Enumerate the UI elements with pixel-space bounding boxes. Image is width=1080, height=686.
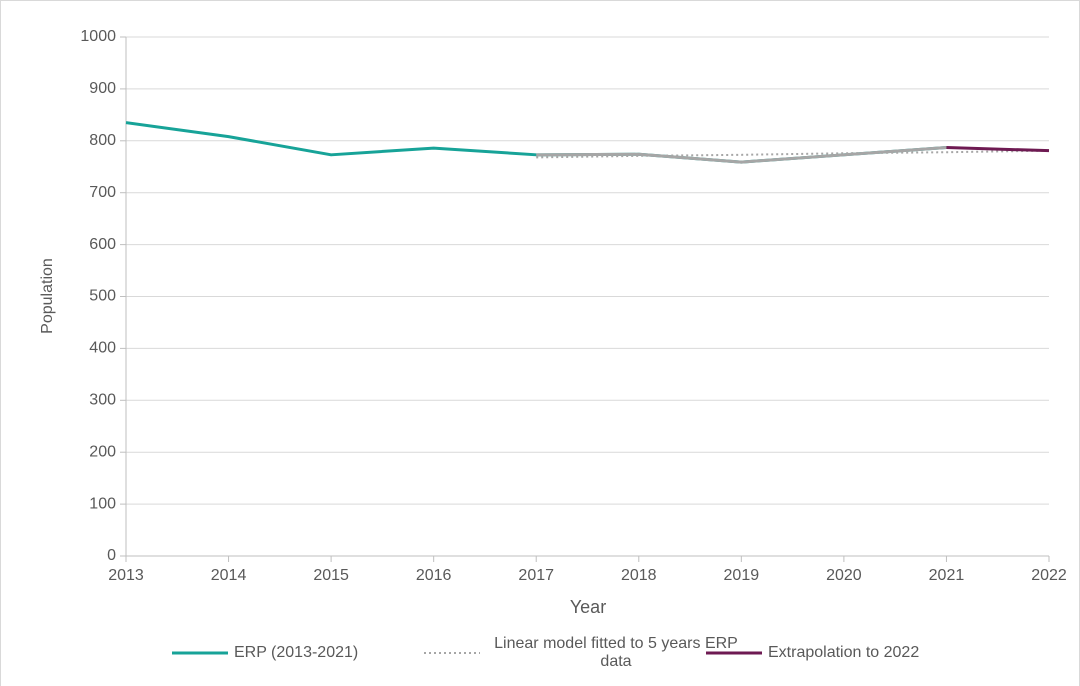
- y-tick-label: 400: [89, 340, 116, 357]
- x-tick-label: 2020: [826, 567, 862, 584]
- y-tick-label: 800: [89, 132, 116, 149]
- x-tick-label: 2016: [416, 567, 452, 584]
- y-tick-label: 600: [89, 236, 116, 253]
- y-axis-label: Population: [39, 258, 56, 334]
- x-tick-label: 2021: [929, 567, 965, 584]
- x-tick-label: 2014: [211, 567, 247, 584]
- legend-label: Extrapolation to 2022: [768, 644, 920, 661]
- y-tick-label: 1000: [80, 28, 116, 45]
- series-line: [536, 149, 1050, 159]
- y-tick-label: 0: [107, 547, 116, 564]
- x-tick-label: 2017: [518, 567, 554, 584]
- y-tick-label: 200: [89, 443, 116, 460]
- y-tick-label: 900: [89, 80, 116, 97]
- x-tick-label: 2015: [313, 567, 349, 584]
- x-tick-label: 2018: [621, 567, 657, 584]
- x-tick-label: 2019: [724, 567, 760, 584]
- legend-label: ERP (2013-2021): [234, 644, 359, 661]
- x-tick-label: 2022: [1031, 567, 1067, 584]
- y-tick-label: 100: [89, 495, 116, 512]
- y-tick-label: 500: [89, 288, 116, 305]
- legend-label: Linear model fitted to 5 years ERP data: [494, 635, 738, 670]
- x-axis-label: Year: [570, 597, 606, 617]
- y-tick-label: 700: [89, 184, 116, 201]
- x-tick-label: 2013: [108, 567, 144, 584]
- series-line: [946, 146, 1050, 153]
- y-tick-label: 300: [89, 392, 116, 409]
